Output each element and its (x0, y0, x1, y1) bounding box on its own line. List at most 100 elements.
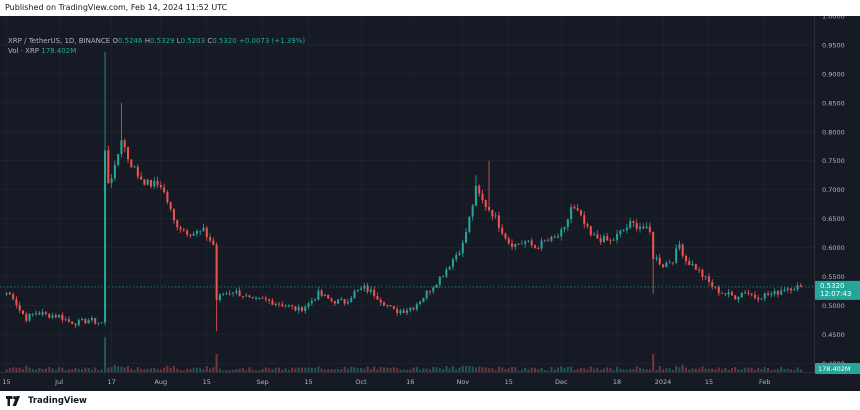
price-axis[interactable]: 0.40000.45000.50000.55000.60000.65000.70… (822, 13, 845, 368)
volume-bar (353, 367, 356, 372)
volume-bar (511, 367, 514, 372)
candle-body (18, 305, 21, 311)
volume-bar (451, 366, 454, 372)
candle-body (176, 220, 179, 228)
candle-body (346, 301, 349, 304)
legend-open-label: O (112, 37, 118, 45)
candle-body (38, 312, 41, 315)
candle-body (297, 307, 300, 311)
candle-body (583, 215, 586, 225)
candle-body (392, 306, 395, 310)
candle-body (291, 305, 294, 307)
volume-bar (143, 369, 146, 372)
candle-body (143, 179, 146, 185)
tradingview-wordmark: TradingView (28, 396, 87, 406)
volume-bar (596, 367, 599, 372)
volume-bar (763, 367, 766, 372)
candle-body (209, 237, 212, 241)
volume-bar (205, 366, 208, 372)
price-axis-label: 0.8500 (822, 99, 845, 107)
volume-bar (517, 370, 520, 372)
volume-bar (488, 368, 491, 372)
volume-bar (235, 368, 238, 372)
volume-bar (642, 368, 645, 372)
candle-body (41, 312, 44, 315)
price-tag-value: 0.5320 (820, 282, 845, 290)
candle-body (12, 294, 15, 300)
candle-body (245, 295, 248, 297)
legend-volume-row: Vol · XRP 178.402M (8, 46, 305, 56)
volume-bar (415, 366, 418, 372)
candle-body (218, 294, 221, 301)
volume-bar (776, 368, 779, 372)
tradingview-brand[interactable]: TradingView (6, 396, 87, 406)
volume-bar (747, 367, 750, 372)
candle-body (740, 292, 743, 298)
candle-body (51, 315, 54, 318)
candle-body (501, 227, 504, 234)
price-axis-label: 1.0000 (822, 16, 845, 21)
top-bar: Published on TradingView.com, Feb 14, 20… (0, 0, 860, 16)
volume-bar (730, 368, 733, 372)
volume-bar (448, 368, 451, 372)
candle-body (612, 239, 615, 241)
candle-body (530, 240, 533, 246)
volume-bar (583, 368, 586, 372)
time-axis-label: 15 (705, 378, 713, 386)
volume-bar (258, 370, 261, 372)
candle-body (5, 292, 8, 295)
volume-bar (130, 368, 133, 372)
volume-bar (665, 368, 668, 372)
volume-bar (419, 369, 422, 372)
volume-bar (786, 368, 789, 372)
candle-body (593, 234, 596, 236)
volume-bar (271, 369, 274, 372)
volume-bar (166, 365, 169, 372)
candle-body (596, 234, 599, 239)
candle-body (458, 253, 461, 255)
candle-body (264, 298, 267, 300)
candle-body (182, 229, 185, 231)
volume-bar (619, 368, 622, 372)
legend-change: +0.0073 (+1.39%) (238, 37, 306, 45)
candle-body (576, 208, 579, 211)
price-axis-label: 0.4500 (822, 331, 845, 339)
candle-body (734, 295, 737, 300)
volume-bar (465, 365, 468, 372)
volume-bar (215, 354, 218, 372)
chart-area[interactable]: 0.40000.45000.50000.55000.60000.65000.70… (0, 13, 860, 391)
volume-bar (281, 369, 284, 372)
volume-bar (468, 366, 471, 372)
volume-bar (291, 367, 294, 372)
candle-body (350, 298, 353, 302)
candle-body (520, 243, 523, 245)
price-tag-countdown: 12:07:43 (820, 290, 851, 298)
candlestick-chart[interactable]: 0.40000.45000.50000.55000.60000.65000.70… (0, 13, 860, 391)
candle-body (376, 296, 379, 300)
volume-bar (717, 367, 720, 372)
volume-bar (566, 366, 569, 372)
volume-bar (412, 367, 415, 372)
volume-bar (225, 370, 228, 372)
volume-bar (386, 367, 389, 372)
candle-body (323, 294, 326, 296)
volume-bar (350, 366, 353, 372)
candle-body (130, 159, 133, 167)
volume-bar (481, 367, 484, 372)
volume-bar (737, 369, 740, 372)
time-axis[interactable]: 15 Jul 17 Aug 15 Sep 15 Oct 16 Nov 15 Dec 18 2024 15 Fe… (2, 378, 770, 386)
volume-bar (343, 366, 346, 372)
volume-bar (658, 366, 661, 372)
candle-body (94, 317, 97, 324)
candle-body (399, 310, 402, 314)
candle-body (90, 317, 93, 321)
chart-background (0, 16, 860, 391)
volume-bar (560, 366, 563, 372)
candle-body (639, 226, 642, 229)
volume-bar (87, 368, 90, 372)
volume-bar (25, 365, 28, 372)
volume-bar (645, 368, 648, 372)
price-axis-label: 0.5000 (822, 302, 845, 310)
volume-bar (169, 367, 172, 372)
candle-body (455, 254, 458, 260)
